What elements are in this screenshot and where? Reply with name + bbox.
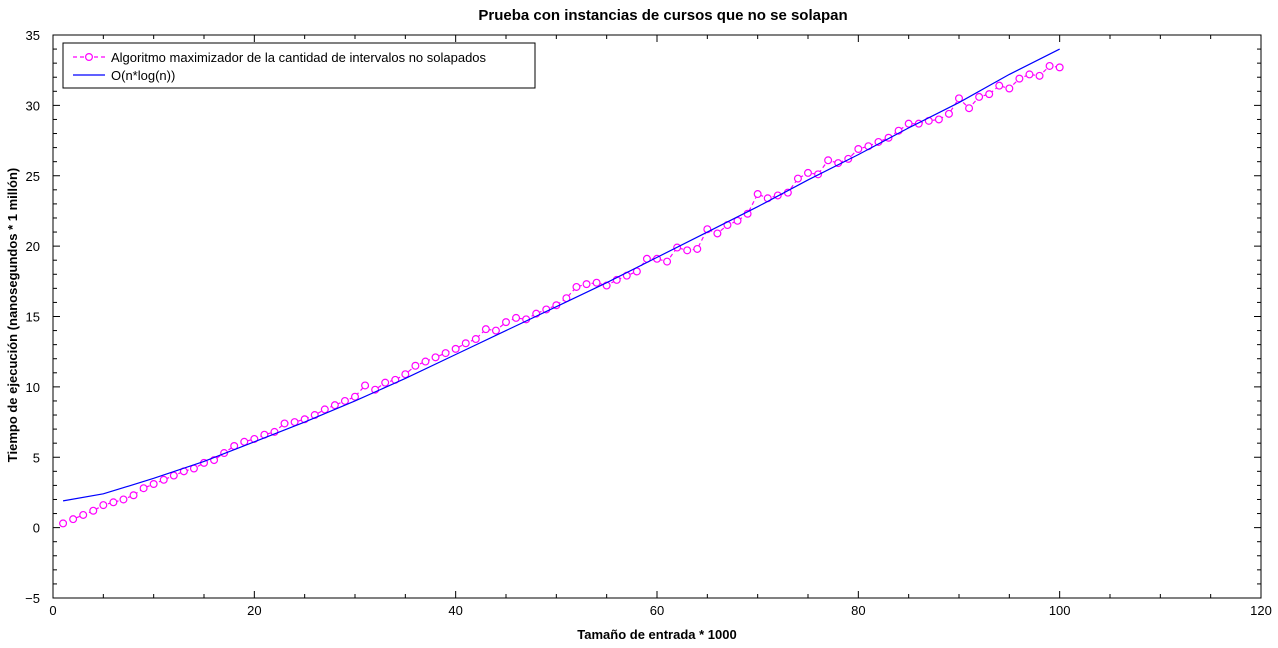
data-point (129, 491, 138, 500)
data-point (461, 339, 470, 348)
y-tick-label: −5 (25, 591, 40, 606)
data-point (904, 119, 913, 128)
data-point (713, 229, 722, 238)
x-axis: 0 20 40 60 80 100 120 (49, 35, 1272, 618)
data-point (431, 353, 440, 362)
y-axis: −5 0 5 10 15 20 25 30 35 (25, 28, 1261, 606)
data-point (502, 318, 511, 327)
data-point (1045, 61, 1054, 70)
data-point (69, 515, 78, 524)
y-tick-label: 35 (26, 28, 40, 43)
data-point (381, 378, 390, 387)
data-point (854, 145, 863, 154)
data-point (572, 282, 581, 291)
plot-frame (52, 34, 1262, 599)
data-point (330, 401, 339, 410)
data-point (99, 501, 108, 510)
data-point (975, 92, 984, 101)
x-tick-label: 80 (851, 603, 865, 618)
data-point (803, 168, 812, 177)
data-point (1005, 84, 1014, 93)
data-point (340, 396, 349, 405)
data-point (944, 109, 953, 118)
y-tick-label: 20 (26, 239, 40, 254)
data-point (59, 519, 68, 528)
data-point (320, 405, 329, 414)
data-point (934, 115, 943, 124)
y-tick-label: 10 (26, 380, 40, 395)
data-point (471, 335, 480, 344)
x-tick-label: 100 (1049, 603, 1071, 618)
data-point (109, 498, 118, 507)
y-axis-label: Tiempo de ejecución (nanosegundos * 1 mi… (5, 168, 20, 462)
x-tick-label: 20 (247, 603, 261, 618)
x-tick-label: 40 (448, 603, 462, 618)
data-point (401, 370, 410, 379)
chart-title: Prueba con instancias de cursos que no s… (478, 7, 847, 24)
data-point (683, 246, 692, 255)
data-point (441, 349, 450, 358)
data-point (663, 257, 672, 266)
y-tick-label: 15 (26, 310, 40, 325)
data-point (149, 479, 158, 488)
data-point (119, 495, 128, 504)
series-line-1 (62, 48, 1060, 502)
data-point (361, 381, 370, 390)
legend-entry-label: Algoritmo maximizador de la cantidad de … (111, 50, 487, 65)
data-point (159, 475, 168, 484)
data-point (985, 90, 994, 99)
data-point (793, 174, 802, 183)
x-tick-label: 120 (1250, 603, 1272, 618)
x-tick-label: 60 (650, 603, 664, 618)
data-point (169, 471, 178, 480)
data-point (421, 357, 430, 366)
legend-entry-label: O(n*log(n)) (111, 68, 175, 83)
data-point (582, 280, 591, 289)
data-point (411, 361, 420, 370)
series-line-0 (62, 65, 1060, 524)
data-point (592, 278, 601, 287)
data-point (995, 81, 1004, 90)
plot-border (52, 34, 1262, 599)
data-point (139, 484, 148, 493)
data-point (824, 156, 833, 165)
data-point (280, 419, 289, 428)
series-layer (59, 48, 1064, 528)
legend-box (62, 42, 536, 89)
data-point (1055, 63, 1064, 72)
data-point (1015, 74, 1024, 83)
data-point (451, 344, 460, 353)
y-tick-label: 0 (33, 521, 40, 536)
data-point (753, 190, 762, 199)
data-point (1025, 70, 1034, 79)
y-tick-label: 5 (33, 450, 40, 465)
data-point (351, 392, 360, 401)
data-point (512, 313, 521, 322)
data-point (965, 104, 974, 113)
data-point (954, 94, 963, 103)
data-point (693, 244, 702, 253)
legend: Algoritmo maximizador de la cantidad de … (62, 42, 536, 89)
x-tick-label: 0 (49, 603, 56, 618)
data-point (491, 326, 500, 335)
data-point (481, 325, 490, 334)
legend-swatch-marker (84, 52, 93, 61)
x-axis-label: Tamaño de entrada * 1000 (577, 627, 736, 642)
y-tick-label: 30 (26, 98, 40, 113)
y-tick-label: 25 (26, 169, 40, 184)
data-point (79, 510, 88, 519)
data-point (1035, 71, 1044, 80)
data-point (89, 506, 98, 515)
